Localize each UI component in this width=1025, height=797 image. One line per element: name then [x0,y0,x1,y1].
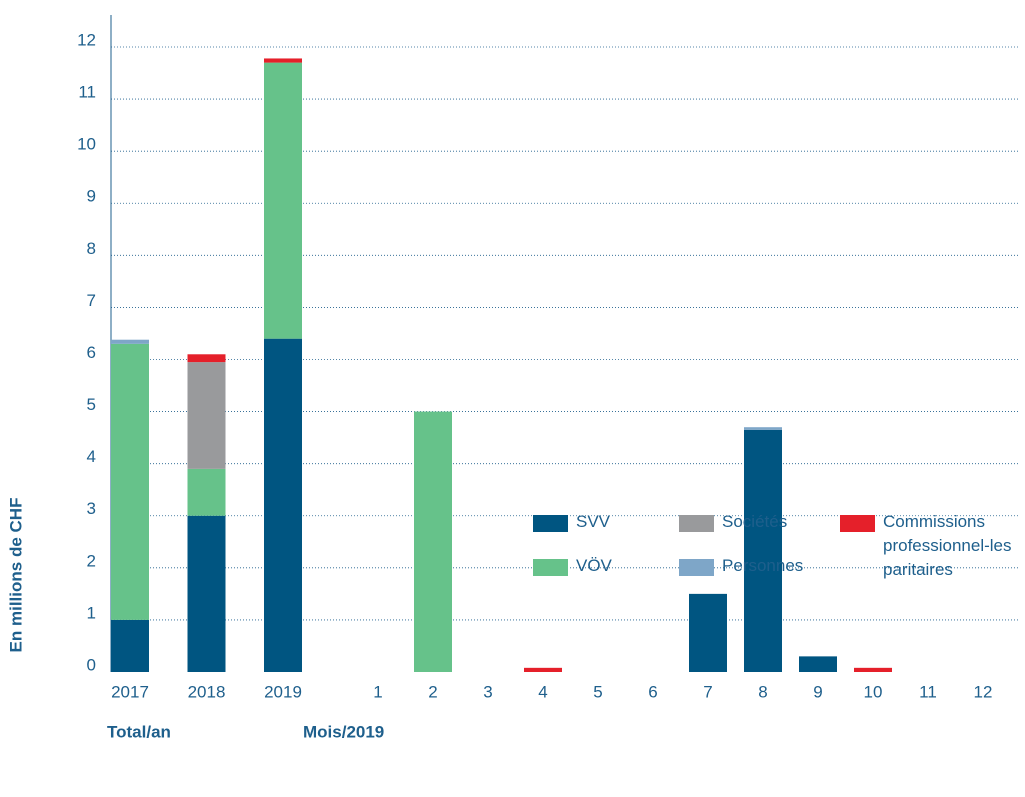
x-tick-label: 8 [758,682,767,701]
y-tick-label: 11 [78,83,96,102]
bar-segment [799,656,837,672]
legend-label: Commissions professionnel-les paritaires [883,512,1012,579]
legend-swatch [840,515,875,532]
x-tick-label: 3 [483,682,492,701]
x-tick-label: 5 [593,682,602,701]
legend-swatch [679,559,714,576]
x-tick-label: 6 [648,682,657,701]
bar-segment [524,667,562,672]
bar-segment [111,343,149,620]
bar-segment [264,338,302,672]
bar-segment [689,593,727,672]
bar-segment [744,427,782,430]
x-tick-label: 2019 [264,682,302,701]
legend-label: VÖV [576,556,612,575]
bar-segment [854,667,892,672]
y-tick-label: 0 [87,655,96,674]
x-tick-label: 2018 [188,682,226,701]
x-tick-label: 9 [813,682,822,701]
bar-segment [414,411,452,672]
legend-label: Sociétés [722,512,788,531]
legend-label: SVV [576,512,611,531]
y-tick-label: 4 [87,447,96,466]
legend-swatch [679,515,714,532]
legend-swatch [533,515,568,532]
x-tick-label: 10 [864,682,883,701]
group-label: Mois/2019 [303,722,384,741]
bar-segment [264,62,302,339]
bar-segment [111,619,149,672]
y-tick-label: 2 [87,551,96,570]
y-tick-label: 5 [87,395,96,414]
x-tick-label: 7 [703,682,712,701]
y-tick-label: 9 [87,187,96,206]
x-tick-label: 12 [974,682,993,701]
bar-segment [744,429,782,672]
bar-segment [187,515,226,672]
y-tick-label: 12 [77,30,96,49]
y-tick-label: 1 [87,603,96,622]
x-tick-label: 4 [538,682,547,701]
group-label: Total/an [107,722,171,741]
bar-segment [187,362,226,469]
bar-segment [264,58,302,63]
y-tick-label: 3 [87,499,96,518]
legend-label: Personnes [722,556,804,575]
x-tick-label: 11 [919,682,937,701]
x-tick-label: 2 [428,682,437,701]
x-tick-label: 1 [373,682,382,701]
x-tick-label: 2017 [111,682,149,701]
y-tick-label: 8 [87,239,96,258]
y-tick-label: 6 [87,343,96,362]
bar-segment [187,468,226,516]
bar-segment [111,339,149,344]
y-tick-label: 7 [87,291,96,310]
bar-segment [187,354,226,363]
y-tick-label: 10 [77,135,96,154]
y-axis-label: En millions de CHF [6,498,25,653]
legend-swatch [533,559,568,576]
